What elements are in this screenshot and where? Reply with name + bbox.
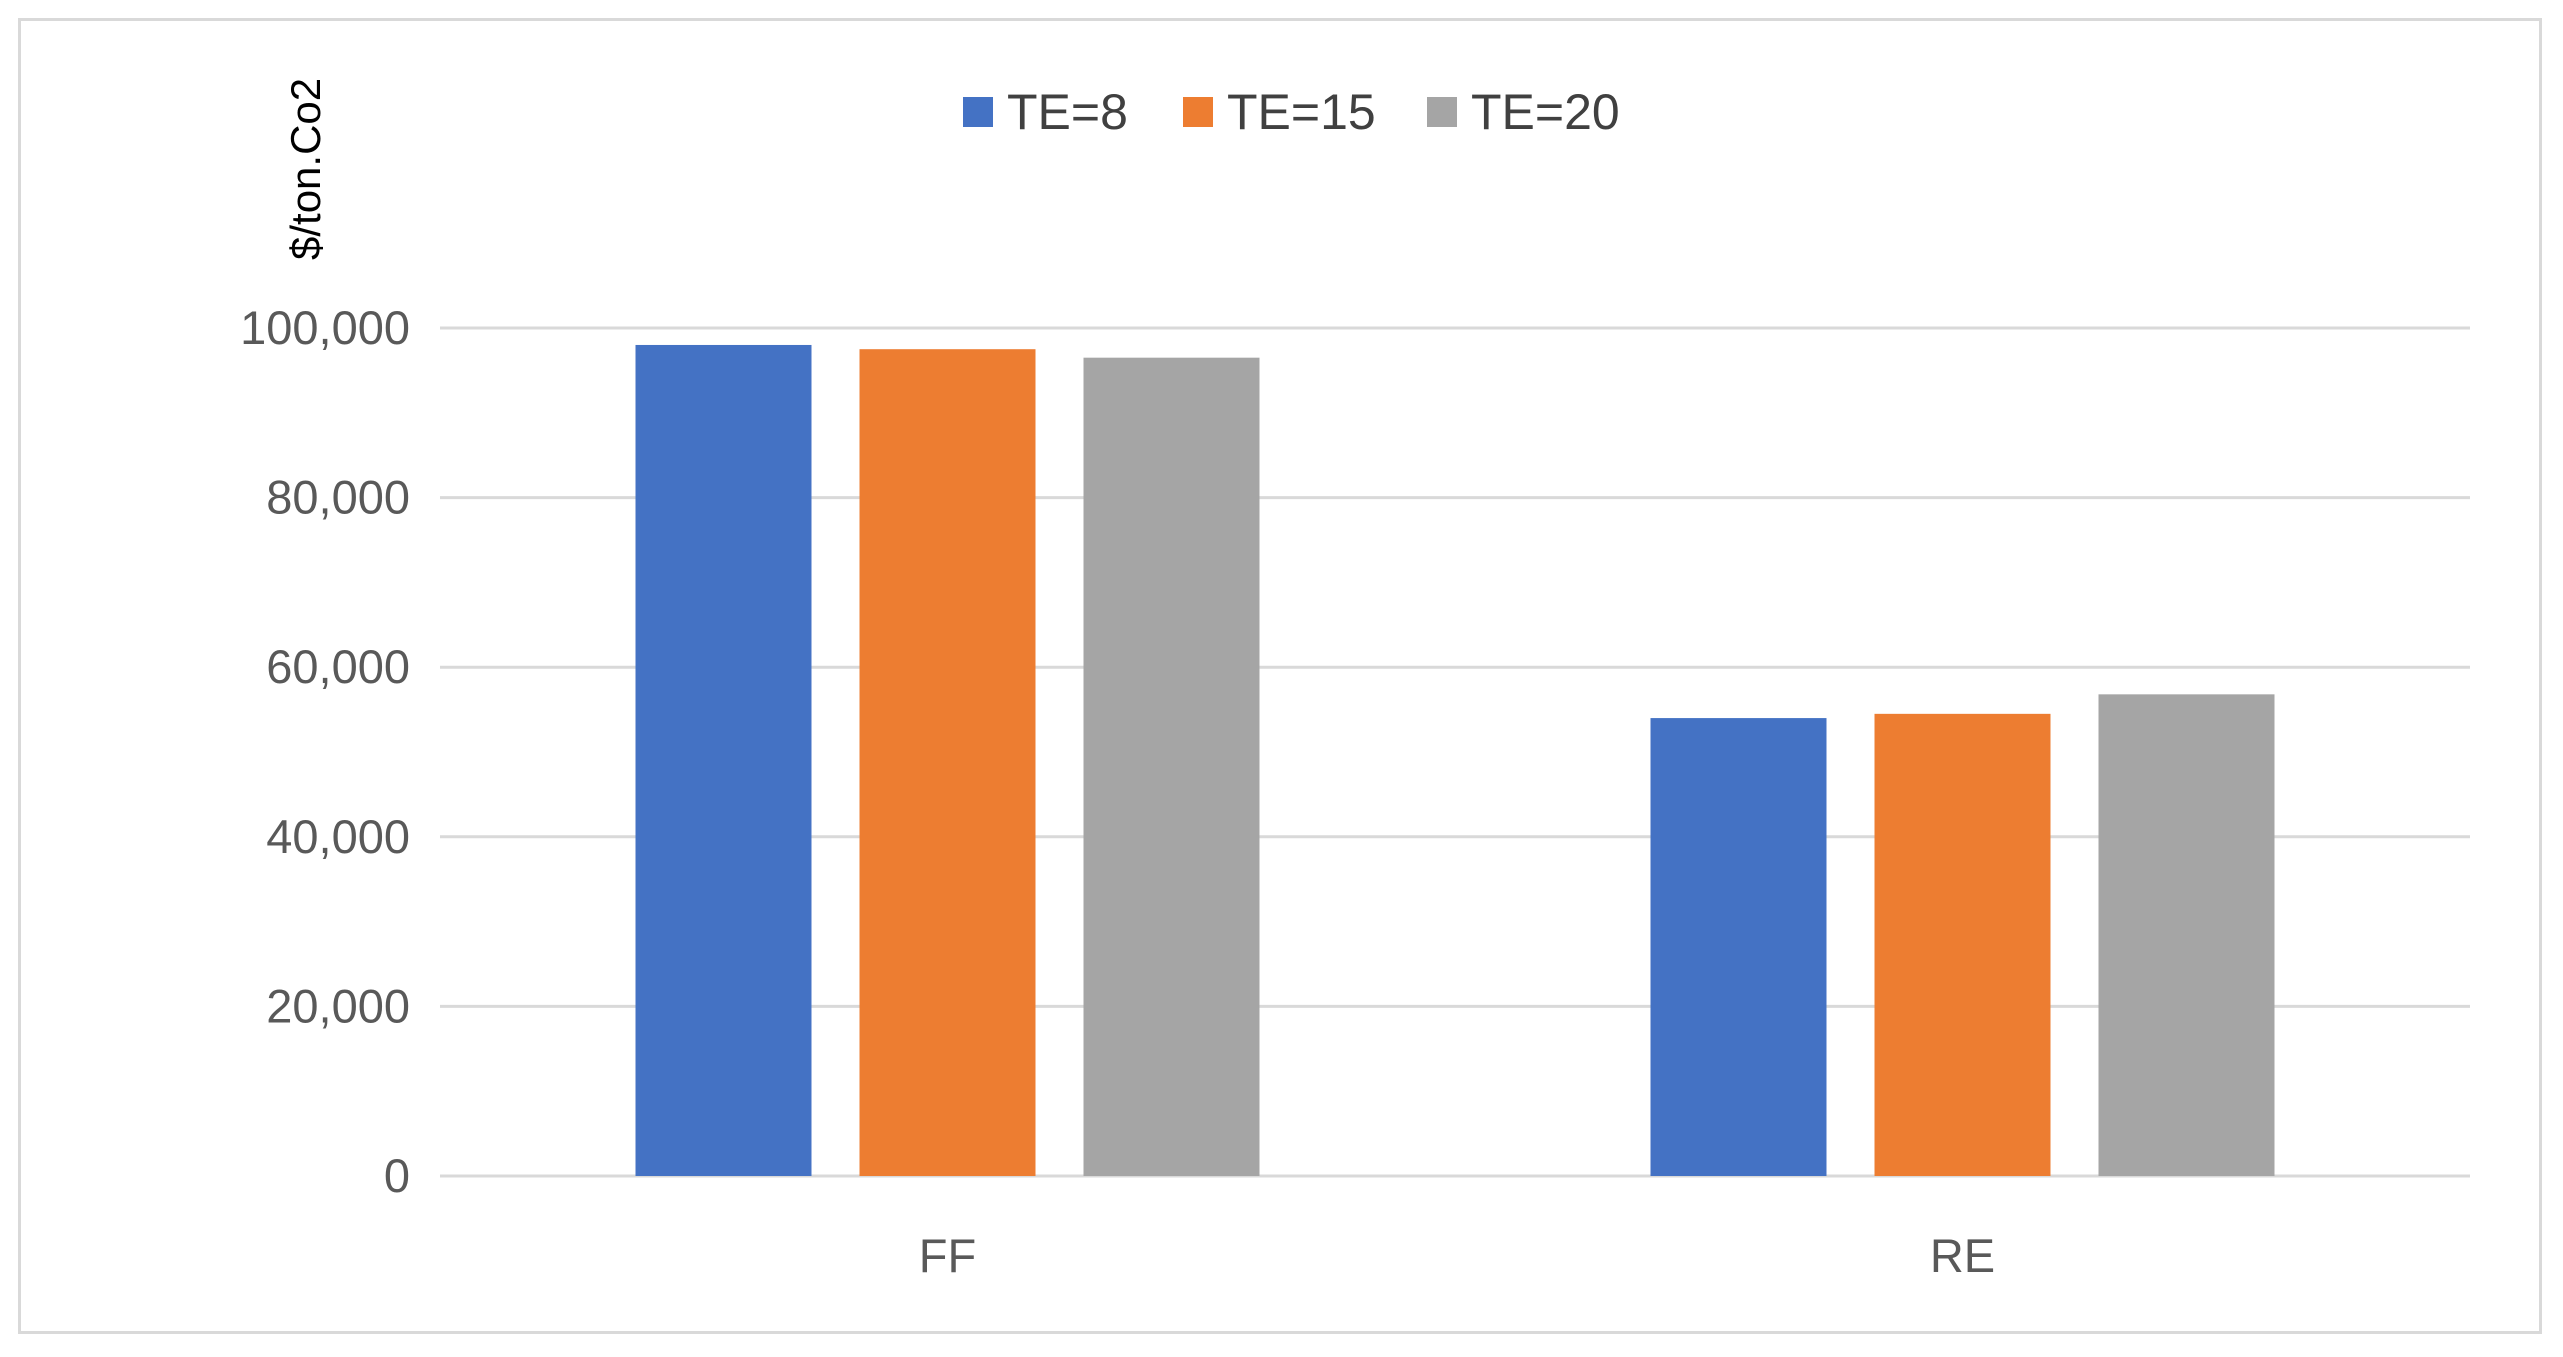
y-tick-label: 40,000 (266, 810, 410, 863)
legend-label: TE=20 (1471, 84, 1620, 140)
y-axis-title: $/ton.Co2 (282, 78, 329, 260)
bar (635, 344, 812, 1177)
y-tick-label: 20,000 (266, 979, 410, 1032)
y-tick-label: 0 (384, 1149, 410, 1202)
bar (1083, 357, 1260, 1176)
bar (1650, 718, 1827, 1176)
bars (635, 344, 2275, 1177)
legend: TE=8 TE=15 TE=20 (963, 84, 1620, 140)
bar (2098, 694, 2275, 1176)
bar (859, 349, 1036, 1176)
bar (1874, 713, 2051, 1176)
legend-swatch (1427, 97, 1457, 127)
x-category-label: RE (1930, 1229, 1995, 1282)
legend-label: TE=8 (1007, 84, 1128, 140)
legend-label: TE=15 (1227, 84, 1376, 140)
y-tick-label: 100,000 (240, 301, 410, 354)
y-tick-label: 60,000 (266, 640, 410, 693)
legend-swatch (1183, 97, 1213, 127)
x-axis-categories: FF RE (919, 1229, 1995, 1282)
legend-swatch (963, 97, 993, 127)
x-category-label: FF (919, 1229, 976, 1282)
y-axis-ticks: 0 20,000 40,000 60,000 80,000 100,000 (240, 301, 410, 1202)
y-tick-label: 80,000 (266, 471, 410, 524)
